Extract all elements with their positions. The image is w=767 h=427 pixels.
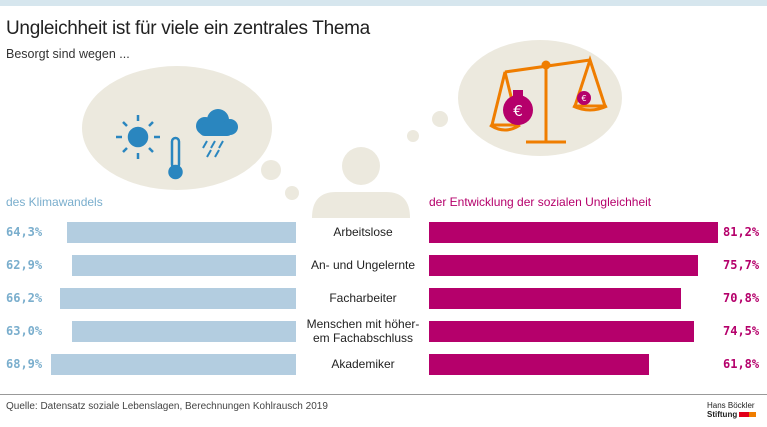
value-label-inequality: 74,5% bbox=[723, 324, 760, 338]
climate-thought-bubble bbox=[82, 66, 299, 200]
source-note: Quelle: Datensatz soziale Lebenslagen, B… bbox=[6, 401, 328, 412]
value-label-climate: 63,0% bbox=[6, 324, 43, 338]
legend-climate: des Klimawandels bbox=[6, 195, 103, 209]
money-bag-small-icon: € bbox=[577, 91, 591, 105]
bar-inequality bbox=[429, 255, 699, 276]
value-label-inequality: 70,8% bbox=[723, 291, 760, 305]
category-label: Facharbeiter bbox=[329, 291, 397, 305]
bar-inequality bbox=[429, 354, 649, 375]
value-label-inequality: 81,2% bbox=[723, 225, 760, 239]
bar-inequality bbox=[429, 222, 719, 243]
balance-scale-icon bbox=[489, 55, 608, 144]
bar-inequality bbox=[429, 321, 695, 342]
thermometer-icon bbox=[168, 136, 183, 180]
category-label: Akademiker bbox=[331, 357, 395, 371]
value-label-climate: 66,2% bbox=[6, 291, 43, 305]
value-label-inequality: 61,8% bbox=[723, 357, 760, 371]
subtitle: Besorgt sind wegen ... bbox=[6, 47, 130, 61]
value-label-climate: 64,3% bbox=[6, 225, 43, 239]
value-label-climate: 68,9% bbox=[6, 357, 43, 371]
bar-climate bbox=[67, 222, 296, 243]
bar-inequality bbox=[429, 288, 682, 309]
bar-climate bbox=[50, 354, 296, 375]
sun-icon bbox=[116, 115, 160, 159]
money-bag-large-icon: € bbox=[503, 90, 533, 125]
rain-cloud-icon bbox=[196, 109, 238, 158]
inequality-thought-bubble bbox=[407, 40, 622, 156]
hbs-logo: Hans Böckler Stiftung bbox=[707, 401, 757, 419]
logo-line2: Stiftung bbox=[707, 410, 757, 419]
illustration: € € bbox=[82, 40, 622, 218]
footer-divider bbox=[0, 394, 767, 395]
logo-line1: Hans Böckler bbox=[707, 401, 755, 410]
svg-text:€: € bbox=[513, 102, 523, 120]
category-label: Menschen mit höher- em Fachabschluss bbox=[306, 317, 420, 345]
person-icon bbox=[312, 147, 410, 218]
bar-climate bbox=[71, 321, 296, 342]
svg-text:€: € bbox=[581, 94, 586, 103]
legend-inequality: der Entwicklung der sozialen Ungleichhei… bbox=[429, 195, 652, 209]
category-label: Arbeitslose bbox=[333, 225, 393, 239]
bar-climate bbox=[72, 255, 296, 276]
value-label-climate: 62,9% bbox=[6, 258, 43, 272]
top-strip bbox=[0, 0, 767, 6]
bar-climate bbox=[60, 288, 296, 309]
page-title: Ungleichheit ist für viele ein zentrales… bbox=[6, 18, 370, 39]
value-label-inequality: 75,7% bbox=[723, 258, 760, 272]
category-label: An- und Ungelernte bbox=[310, 258, 416, 272]
